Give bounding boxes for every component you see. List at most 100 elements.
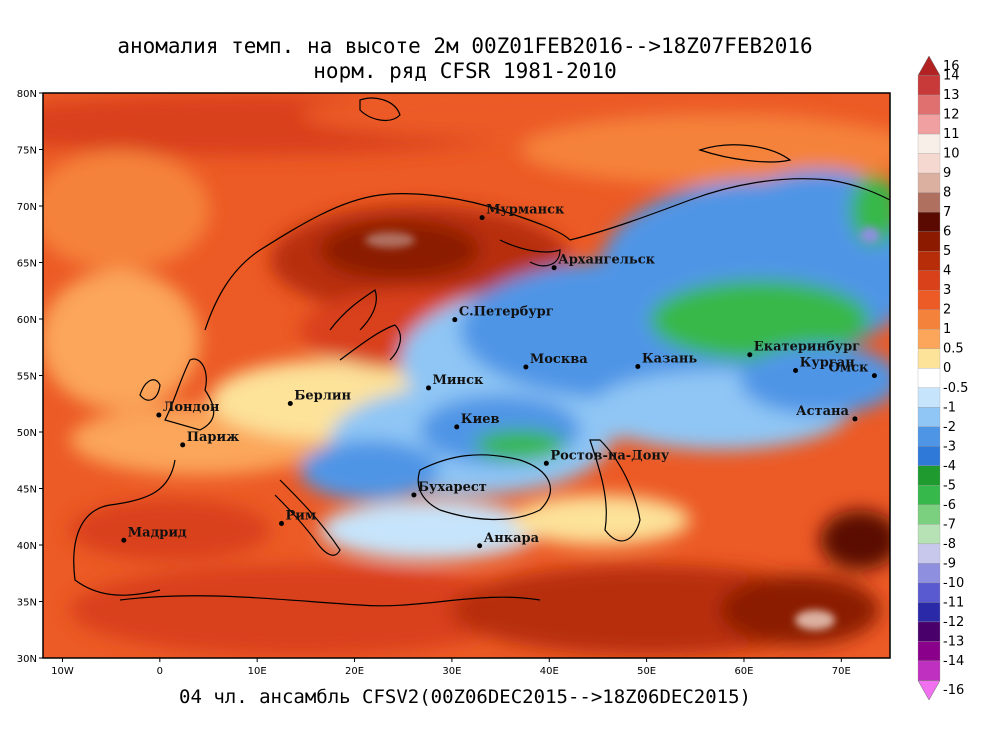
legend-swatch — [917, 329, 941, 349]
legend-label: -0.5 — [943, 381, 968, 396]
city-dot — [411, 492, 417, 498]
legend-swatch — [917, 426, 941, 447]
legend-swatch — [917, 641, 941, 662]
legend-swatch — [917, 485, 941, 505]
legend-swatch — [917, 543, 941, 564]
legend-label: 5 — [943, 244, 951, 259]
map-title: аномалия темп. на высоте 2м 00Z01FEB2016… — [117, 34, 813, 58]
lat-tick-label: 35N — [17, 598, 37, 609]
city-dot — [543, 460, 549, 466]
legend-label: -11 — [943, 595, 964, 610]
city-label: Минск — [433, 373, 484, 388]
city-label: Рим — [286, 509, 317, 524]
lat-tick-label: 65N — [17, 259, 37, 270]
city-dot — [452, 317, 458, 323]
legend-swatch — [917, 172, 941, 193]
city-markers: Мурманск Архангельск С.Петербург Москва Каза… — [121, 203, 877, 549]
city-dot — [279, 521, 285, 527]
legend-label: -16 — [943, 683, 964, 698]
legend-swatch — [917, 407, 941, 427]
legend-swatch — [917, 563, 941, 584]
city-dot — [180, 442, 186, 448]
city-label: Анкара — [484, 531, 540, 546]
city-dot — [287, 401, 293, 407]
legend-label: 0 — [943, 361, 951, 376]
city-dot — [156, 412, 162, 418]
lon-tick-label: 70E — [832, 666, 851, 677]
lat-tick-label: 30N — [17, 654, 37, 665]
legend-swatch — [917, 680, 941, 701]
latitude-axis: 80N 75N 70N 65N 60N 55N 50N 45N 40N 35N 30N — [17, 89, 43, 665]
legend-label: 0.5 — [943, 342, 964, 357]
city-dot — [479, 215, 485, 221]
lon-tick-label: 60E — [734, 666, 753, 677]
legend-label: -10 — [943, 576, 964, 591]
legend-swatch — [917, 446, 941, 466]
city-label: Курган — [800, 356, 856, 371]
lat-tick-label: 55N — [17, 372, 37, 383]
legend-label: -6 — [943, 498, 956, 513]
city-dot — [426, 385, 432, 391]
legend-swatch — [917, 582, 941, 603]
city-label: Лондон — [163, 400, 220, 415]
legend-label: -8 — [943, 537, 956, 552]
lon-tick-label: 50E — [637, 666, 656, 677]
city-label: Берлин — [294, 389, 351, 404]
legend-swatch — [917, 114, 941, 135]
legend-swatch — [917, 133, 941, 154]
city-label: С.Петербург — [459, 305, 554, 320]
city-label: Омск — [829, 361, 870, 376]
legend-label: -12 — [943, 615, 964, 630]
legend-swatch — [917, 211, 941, 232]
city-dot — [454, 424, 460, 430]
legend-label: 13 — [943, 88, 960, 103]
legend-swatch — [917, 251, 941, 271]
legend-label: 1 — [943, 322, 951, 337]
legend-swatch — [917, 270, 941, 291]
city-label: Мадрид — [128, 525, 187, 540]
legend-label: 12 — [943, 108, 960, 123]
temperature-anomaly-field — [43, 93, 890, 658]
legend-label: -1 — [943, 400, 956, 415]
city-label: Париж — [187, 430, 240, 445]
lat-tick-label: 45N — [17, 485, 37, 496]
legend-label: -5 — [943, 478, 956, 493]
legend-swatch — [917, 465, 941, 486]
city-label: Астана — [796, 404, 849, 419]
legend-swatch — [917, 387, 941, 408]
legend-label: -7 — [943, 517, 956, 532]
legend-label: 3 — [943, 283, 951, 298]
legend-label: 14 — [943, 69, 960, 84]
legend-label: 10 — [943, 147, 960, 162]
city-dot — [793, 368, 799, 374]
city-dot — [551, 265, 557, 271]
legend-swatch — [917, 660, 941, 681]
legend-swatch — [917, 504, 941, 525]
legend-label: 2 — [943, 303, 951, 318]
legend-swatch — [917, 290, 941, 310]
lat-tick-label: 60N — [17, 315, 37, 326]
legend-label: 4 — [943, 264, 951, 279]
city-dot — [852, 416, 858, 422]
city-label: Казань — [642, 351, 697, 366]
city-label: Киев — [461, 412, 500, 427]
legend-swatch — [917, 231, 941, 252]
legend-label: -9 — [943, 556, 956, 571]
ensemble-caption: 04 чл. ансамбль CFSV2(00Z06DEC2015-->18Z… — [179, 686, 751, 708]
lat-tick-label: 50N — [17, 428, 37, 439]
city-dot — [523, 364, 529, 370]
legend-label: -3 — [943, 439, 956, 454]
city-label: Архангельск — [558, 253, 656, 268]
city-label: Екатеринбург — [754, 340, 860, 355]
legend-swatch — [917, 524, 941, 545]
legend-swatch — [917, 602, 941, 623]
legend-label: -14 — [943, 654, 964, 669]
legend-swatch — [917, 621, 941, 642]
city-label: Москва — [530, 352, 588, 367]
longitude-axis: 10W 0 10E 20E 30E 40E 50E 60E 70E — [51, 658, 851, 677]
city-label: Ростов-на-Дону — [550, 448, 670, 463]
lat-tick-label: 70N — [17, 202, 37, 213]
legend-label: -13 — [943, 634, 964, 649]
